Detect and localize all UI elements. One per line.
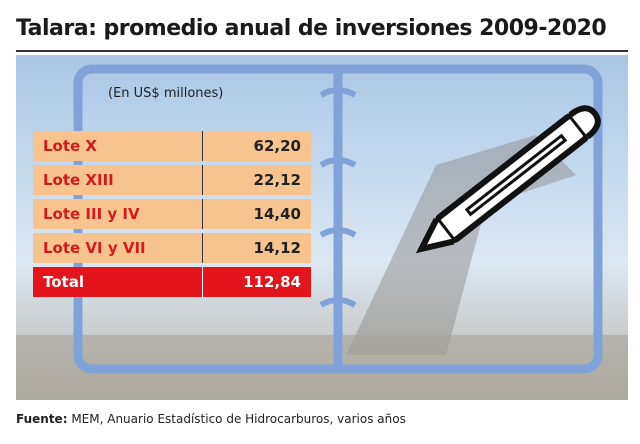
table-row: Lote VI y VII 14,12 xyxy=(33,233,311,263)
row-value: 14,12 xyxy=(202,233,311,263)
row-label: Total xyxy=(33,267,203,297)
background-illustration xyxy=(16,55,628,400)
unit-note: (En US$ millones) xyxy=(108,86,224,101)
title-rule xyxy=(16,50,628,52)
source: Fuente: MEM, Anuario Estadístico de Hidr… xyxy=(16,412,406,426)
source-label: Fuente: xyxy=(16,412,68,426)
table-row: Lote III y IV 14,40 xyxy=(33,199,311,229)
row-label: Lote III y IV xyxy=(33,199,203,229)
source-text: MEM, Anuario Estadístico de Hidrocarburo… xyxy=(71,412,406,426)
row-label: Lote X xyxy=(33,131,203,161)
row-value: 14,40 xyxy=(202,199,311,229)
row-value: 112,84 xyxy=(202,267,311,297)
investment-table: Lote X 62,20 Lote XIII 22,12 Lote III y IV 14… xyxy=(33,127,311,301)
total-row: Total 112,84 xyxy=(33,267,311,297)
table-row: Lote XIII 22,12 xyxy=(33,165,311,195)
row-value: 22,12 xyxy=(202,165,311,195)
table-row: Lote X 62,20 xyxy=(33,131,311,161)
table-body: Lote X 62,20 Lote XIII 22,12 Lote III y IV 14… xyxy=(33,131,311,297)
row-label: Lote XIII xyxy=(33,165,203,195)
row-label: Lote VI y VII xyxy=(33,233,203,263)
title: Talara: promedio anual de inversiones 20… xyxy=(16,16,607,41)
row-value: 62,20 xyxy=(202,131,311,161)
